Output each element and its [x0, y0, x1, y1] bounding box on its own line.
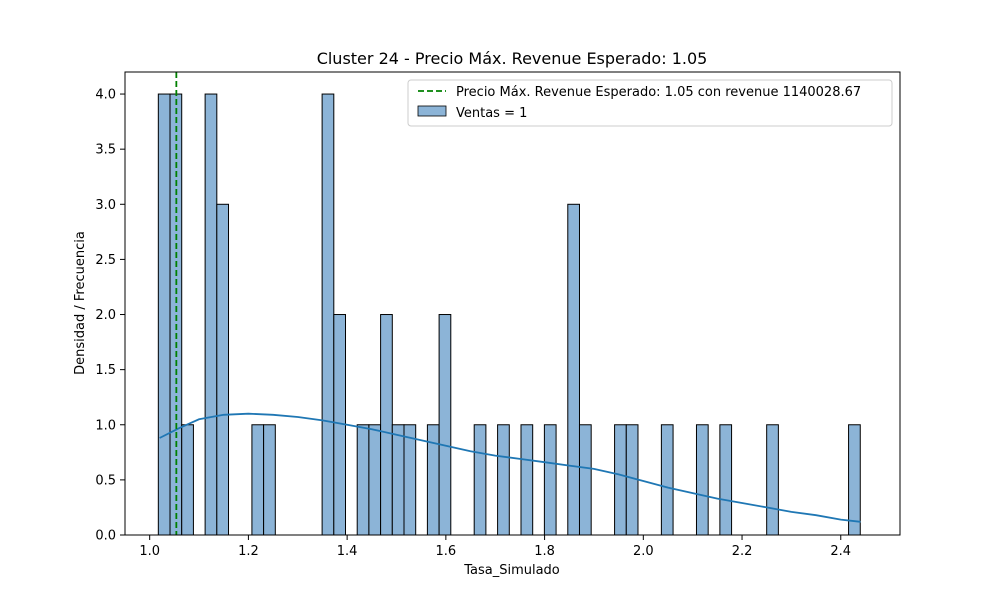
plot-area [157, 72, 861, 536]
histogram-bar [497, 424, 510, 536]
chart-title: Cluster 24 - Precio Máx. Revenue Esperad… [317, 49, 708, 68]
plot-frame [124, 71, 901, 536]
histogram-bar [578, 424, 592, 536]
y-tick-label: 1.0 [95, 418, 116, 433]
histogram-bar [181, 424, 194, 536]
x-tick-label: 1.2 [238, 544, 259, 559]
histogram-bar [356, 424, 370, 536]
x-tick-label: 1.6 [436, 544, 457, 559]
histogram-bar [520, 424, 534, 536]
y-tick-label: 2.5 [95, 253, 116, 268]
x-axis-label: Tasa_Simulado [463, 563, 560, 578]
legend-vline-label: Precio Máx. Revenue Esperado: 1.05 con r… [456, 85, 861, 100]
histogram-bar [719, 424, 733, 536]
y-tick-label: 2.0 [95, 308, 116, 323]
histogram-bar [695, 424, 709, 536]
histogram-bar [216, 203, 230, 536]
x-tick-label: 1.0 [139, 544, 160, 559]
x-tick-label: 2.0 [633, 544, 654, 559]
histogram-bar [157, 93, 171, 536]
x-tick-label: 1.4 [337, 544, 358, 559]
histogram-bar [614, 424, 627, 536]
legend-bars-label: Ventas = 1 [456, 106, 527, 121]
x-tick-label: 2.4 [830, 544, 851, 559]
histogram-bar [391, 424, 405, 536]
kde-line [159, 412, 861, 523]
x-tick-label: 2.2 [732, 544, 753, 559]
histogram-bar [380, 314, 393, 536]
histogram-bar [848, 424, 861, 536]
y-axis-label: Densidad / Frecuencia [73, 231, 88, 375]
y-tick-label: 3.0 [95, 198, 116, 213]
histogram-bar [660, 424, 674, 536]
histogram-bar [438, 314, 452, 536]
y-tick-label: 4.0 [95, 88, 116, 103]
histogram-bar [473, 424, 487, 536]
legend-bars-swatch [417, 105, 447, 117]
histogram-bar [543, 424, 557, 536]
y-tick-label: 0.0 [95, 529, 116, 544]
histogram-bar [263, 424, 276, 536]
legend-box [407, 79, 893, 127]
histogram-bar [368, 424, 382, 536]
legend: Precio Máx. Revenue Esperado: 1.05 con r… [407, 79, 893, 127]
histogram-bar [567, 203, 580, 536]
x-tick-label: 1.8 [534, 544, 555, 559]
y-tick-label: 0.5 [95, 473, 116, 488]
histogram-bar [321, 93, 335, 536]
histogram-bar [403, 424, 417, 536]
histogram-bar [204, 93, 218, 536]
axes: 1.0 1.2 1.4 1.6 1.8 2.0 2.2 2.4 0.0 0.5 1.0 1.5 2.0 2… [95, 71, 901, 559]
y-tick-label: 3.5 [95, 143, 116, 158]
y-tick-label: 1.5 [95, 363, 116, 378]
histogram-bar [766, 424, 779, 536]
histogram-bar [251, 424, 265, 536]
